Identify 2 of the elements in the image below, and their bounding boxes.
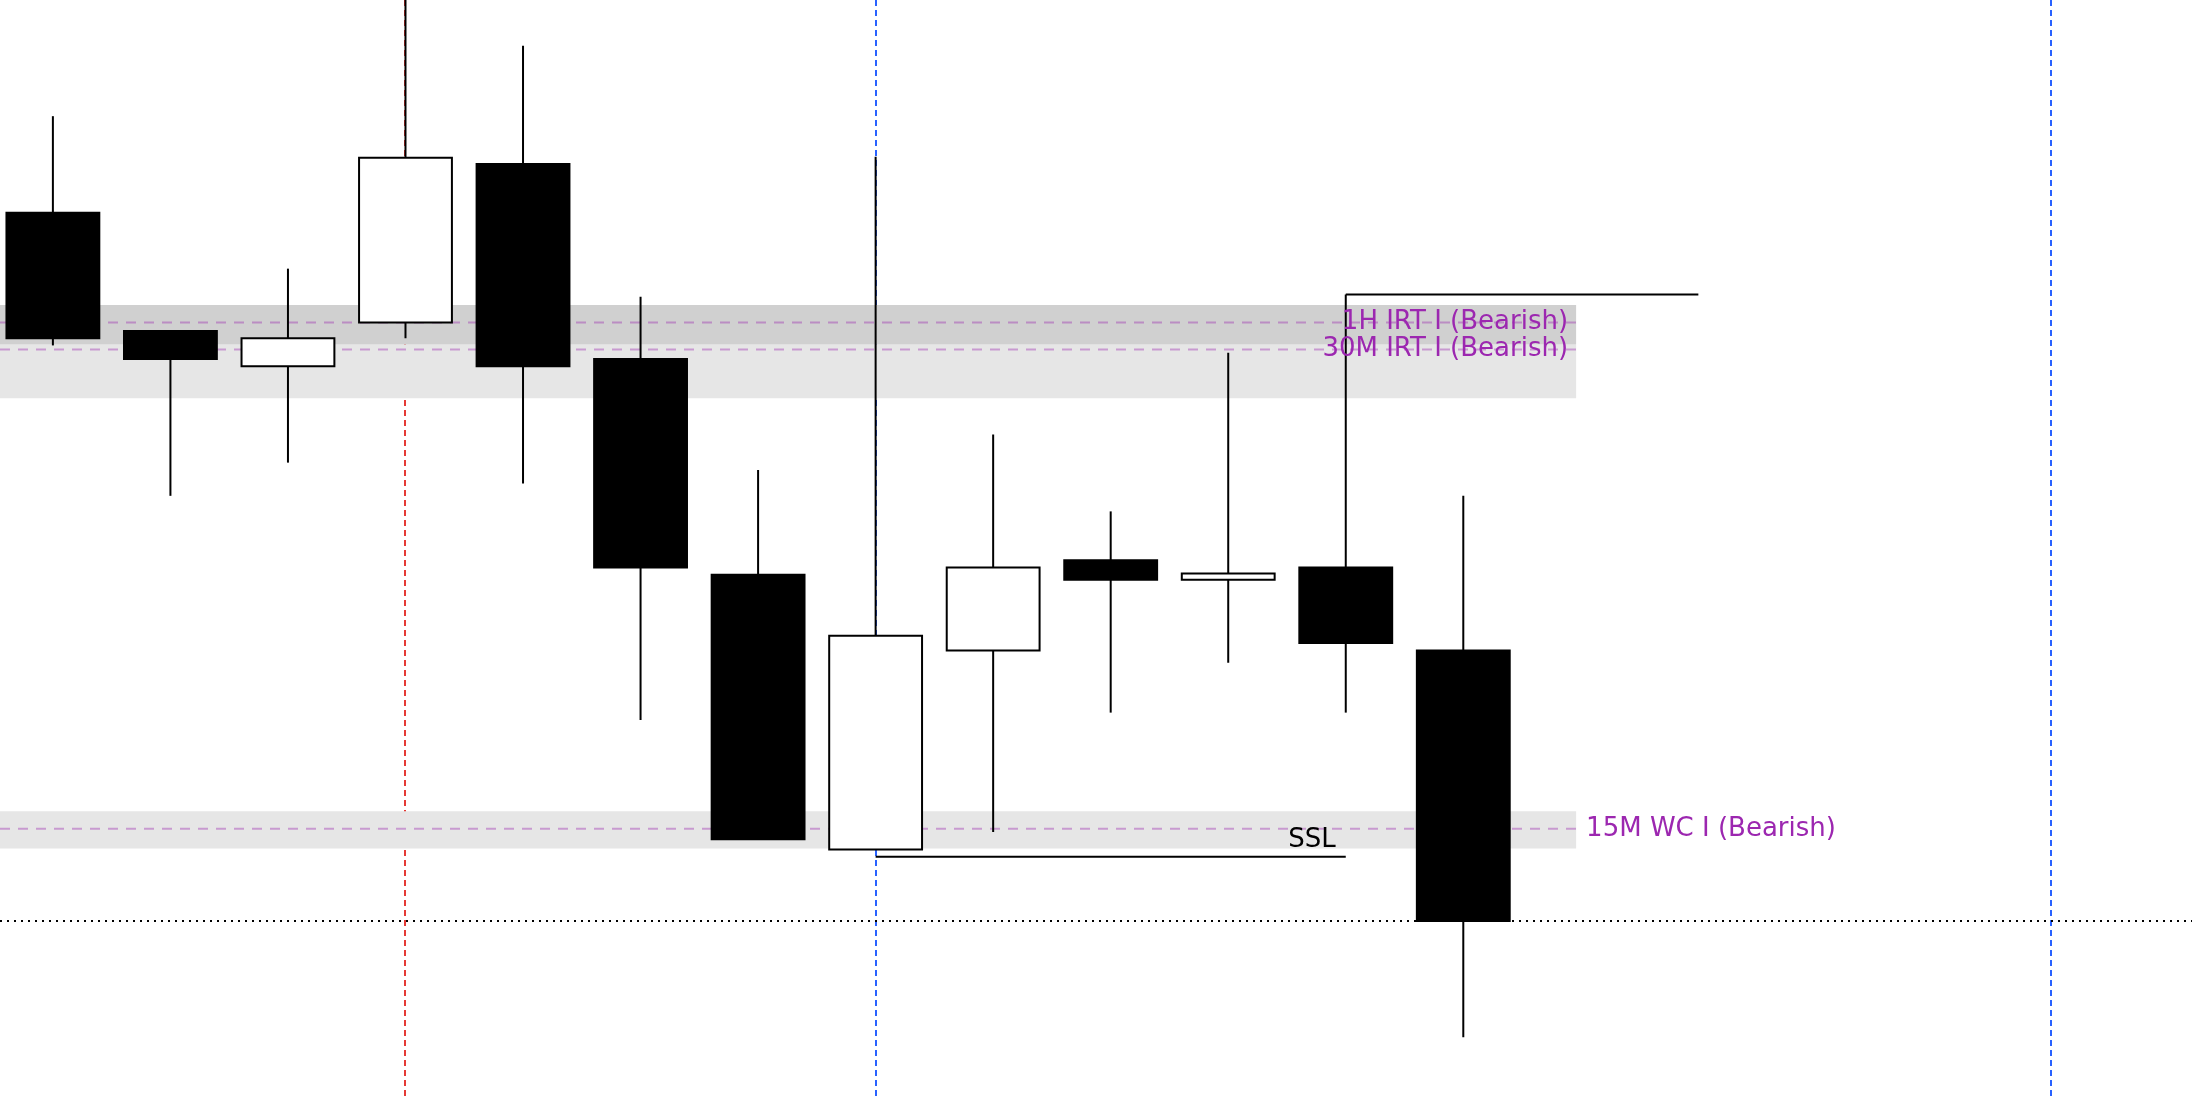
ref-line-label: 15M WC I (Bearish) xyxy=(1586,811,1836,842)
series-label: SSL xyxy=(1288,822,1337,853)
